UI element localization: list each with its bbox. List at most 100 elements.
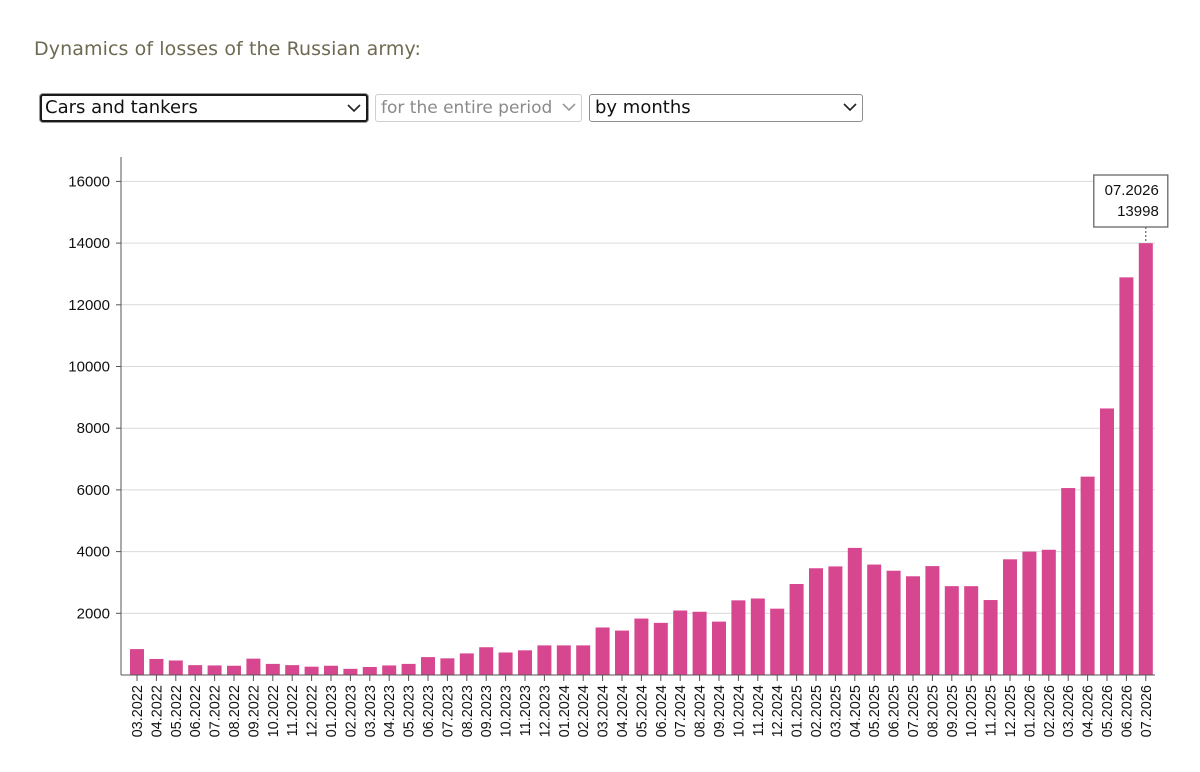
x-tick-label: 06.2026 (1119, 685, 1135, 737)
bar (964, 586, 979, 675)
x-tick-label: 09.2022 (246, 685, 262, 737)
bar (847, 547, 862, 675)
bar (440, 658, 455, 675)
bar (1061, 488, 1076, 675)
bar (459, 653, 474, 675)
category-select-value: Cars and tankers (45, 97, 198, 118)
x-tick-label: 01.2026 (1022, 685, 1038, 737)
x-tick-label: 10.2025 (964, 685, 980, 737)
bar (1003, 559, 1017, 675)
chevron-down-icon (347, 104, 361, 113)
bar (1119, 277, 1134, 675)
y-tick-label: 16000 (68, 173, 110, 190)
bar (421, 657, 435, 675)
bar (556, 645, 571, 675)
x-tick-label: 05.2024 (634, 685, 650, 737)
period-select[interactable]: for the entire period (375, 94, 582, 122)
bar (343, 668, 358, 675)
granularity-select[interactable]: by months (589, 94, 863, 122)
x-tick-label: 05.2022 (169, 685, 185, 737)
x-tick-label: 11.2024 (751, 685, 767, 736)
bar (188, 665, 203, 675)
y-tick-label: 6000 (77, 482, 110, 499)
tooltip-value: 13998 (1117, 203, 1159, 220)
bar (324, 665, 338, 675)
x-tick-label: 08.2022 (227, 685, 243, 737)
x-tick-label: 10.2024 (731, 685, 747, 737)
x-tick-label: 03.2025 (828, 685, 844, 737)
x-tick-label: 12.2023 (537, 685, 553, 737)
bar (518, 650, 532, 675)
x-tick-label: 03.2026 (1061, 685, 1077, 737)
y-tick-label: 12000 (68, 297, 110, 314)
bar (168, 660, 183, 675)
x-tick-label: 07.2023 (440, 685, 456, 737)
bar (731, 600, 746, 675)
x-axis-ticks: 03.2022 04.2022 05.2022 06.2022 07.2022 08.20… (130, 675, 1155, 737)
x-tick-label: 05.2025 (867, 685, 883, 737)
bar (809, 568, 823, 675)
x-tick-label: 09.2025 (945, 685, 961, 737)
bar (925, 566, 940, 675)
x-tick-label: 05.2026 (1100, 685, 1116, 737)
x-tick-label: 02.2024 (576, 685, 592, 737)
x-tick-label: 11.2025 (984, 685, 1000, 736)
bar (1022, 551, 1037, 675)
bar (149, 658, 164, 675)
chevron-down-icon (843, 103, 857, 112)
x-tick-label: 04.2025 (848, 685, 864, 737)
bar (750, 598, 765, 675)
bar (382, 665, 397, 675)
bar (906, 576, 920, 675)
x-tick-label: 07.2026 (1139, 685, 1155, 737)
x-tick-label: 05.2023 (402, 685, 418, 737)
chevron-down-icon (562, 103, 576, 112)
x-tick-label: 11.2023 (518, 685, 534, 736)
bar (479, 647, 494, 675)
x-tick-label: 02.2026 (1042, 685, 1058, 737)
x-tick-label: 10.2022 (266, 685, 282, 737)
granularity-select-value: by months (595, 97, 691, 118)
bar (692, 611, 707, 675)
x-tick-label: 04.2022 (149, 685, 165, 737)
category-select[interactable]: Cars and tankers (40, 94, 368, 122)
x-tick-label: 12.2024 (770, 685, 786, 737)
bar (615, 630, 629, 675)
x-tick-label: 12.2022 (305, 685, 321, 737)
x-tick-label: 06.2024 (654, 685, 670, 737)
bar (130, 649, 144, 675)
x-tick-label: 07.2024 (673, 685, 689, 737)
bar (634, 618, 649, 675)
tooltip-box (1093, 174, 1169, 228)
bar (867, 564, 882, 675)
bar (983, 600, 998, 675)
x-tick-label: 01.2025 (790, 685, 806, 737)
x-tick-label: 09.2023 (479, 685, 495, 737)
y-tick-label: 4000 (77, 544, 110, 561)
bar (828, 566, 843, 675)
x-tick-label: 07.2022 (208, 685, 224, 737)
x-tick-label: 04.2024 (615, 685, 631, 737)
x-tick-label: 01.2023 (324, 685, 340, 737)
bar (653, 622, 668, 675)
bar (1041, 549, 1056, 675)
bar (401, 663, 416, 675)
grid-lines (121, 180, 1155, 614)
bars (130, 243, 1153, 676)
x-tick-label: 03.2023 (363, 685, 379, 737)
bar (304, 666, 319, 675)
y-tick-label: 2000 (77, 605, 110, 622)
bar (1100, 408, 1114, 675)
x-tick-label: 06.2023 (421, 685, 437, 737)
bar (246, 658, 261, 675)
tooltip: 07.2026 13998 (1093, 174, 1169, 244)
x-tick-label: 11.2022 (285, 685, 301, 736)
bar (265, 663, 280, 675)
tooltip-label: 07.2026 (1105, 182, 1159, 199)
bar (673, 610, 688, 675)
bar (1138, 243, 1153, 676)
x-tick-label: 08.2025 (925, 685, 941, 737)
x-tick-label: 04.2023 (382, 685, 398, 737)
x-tick-label: 06.2022 (188, 685, 204, 737)
